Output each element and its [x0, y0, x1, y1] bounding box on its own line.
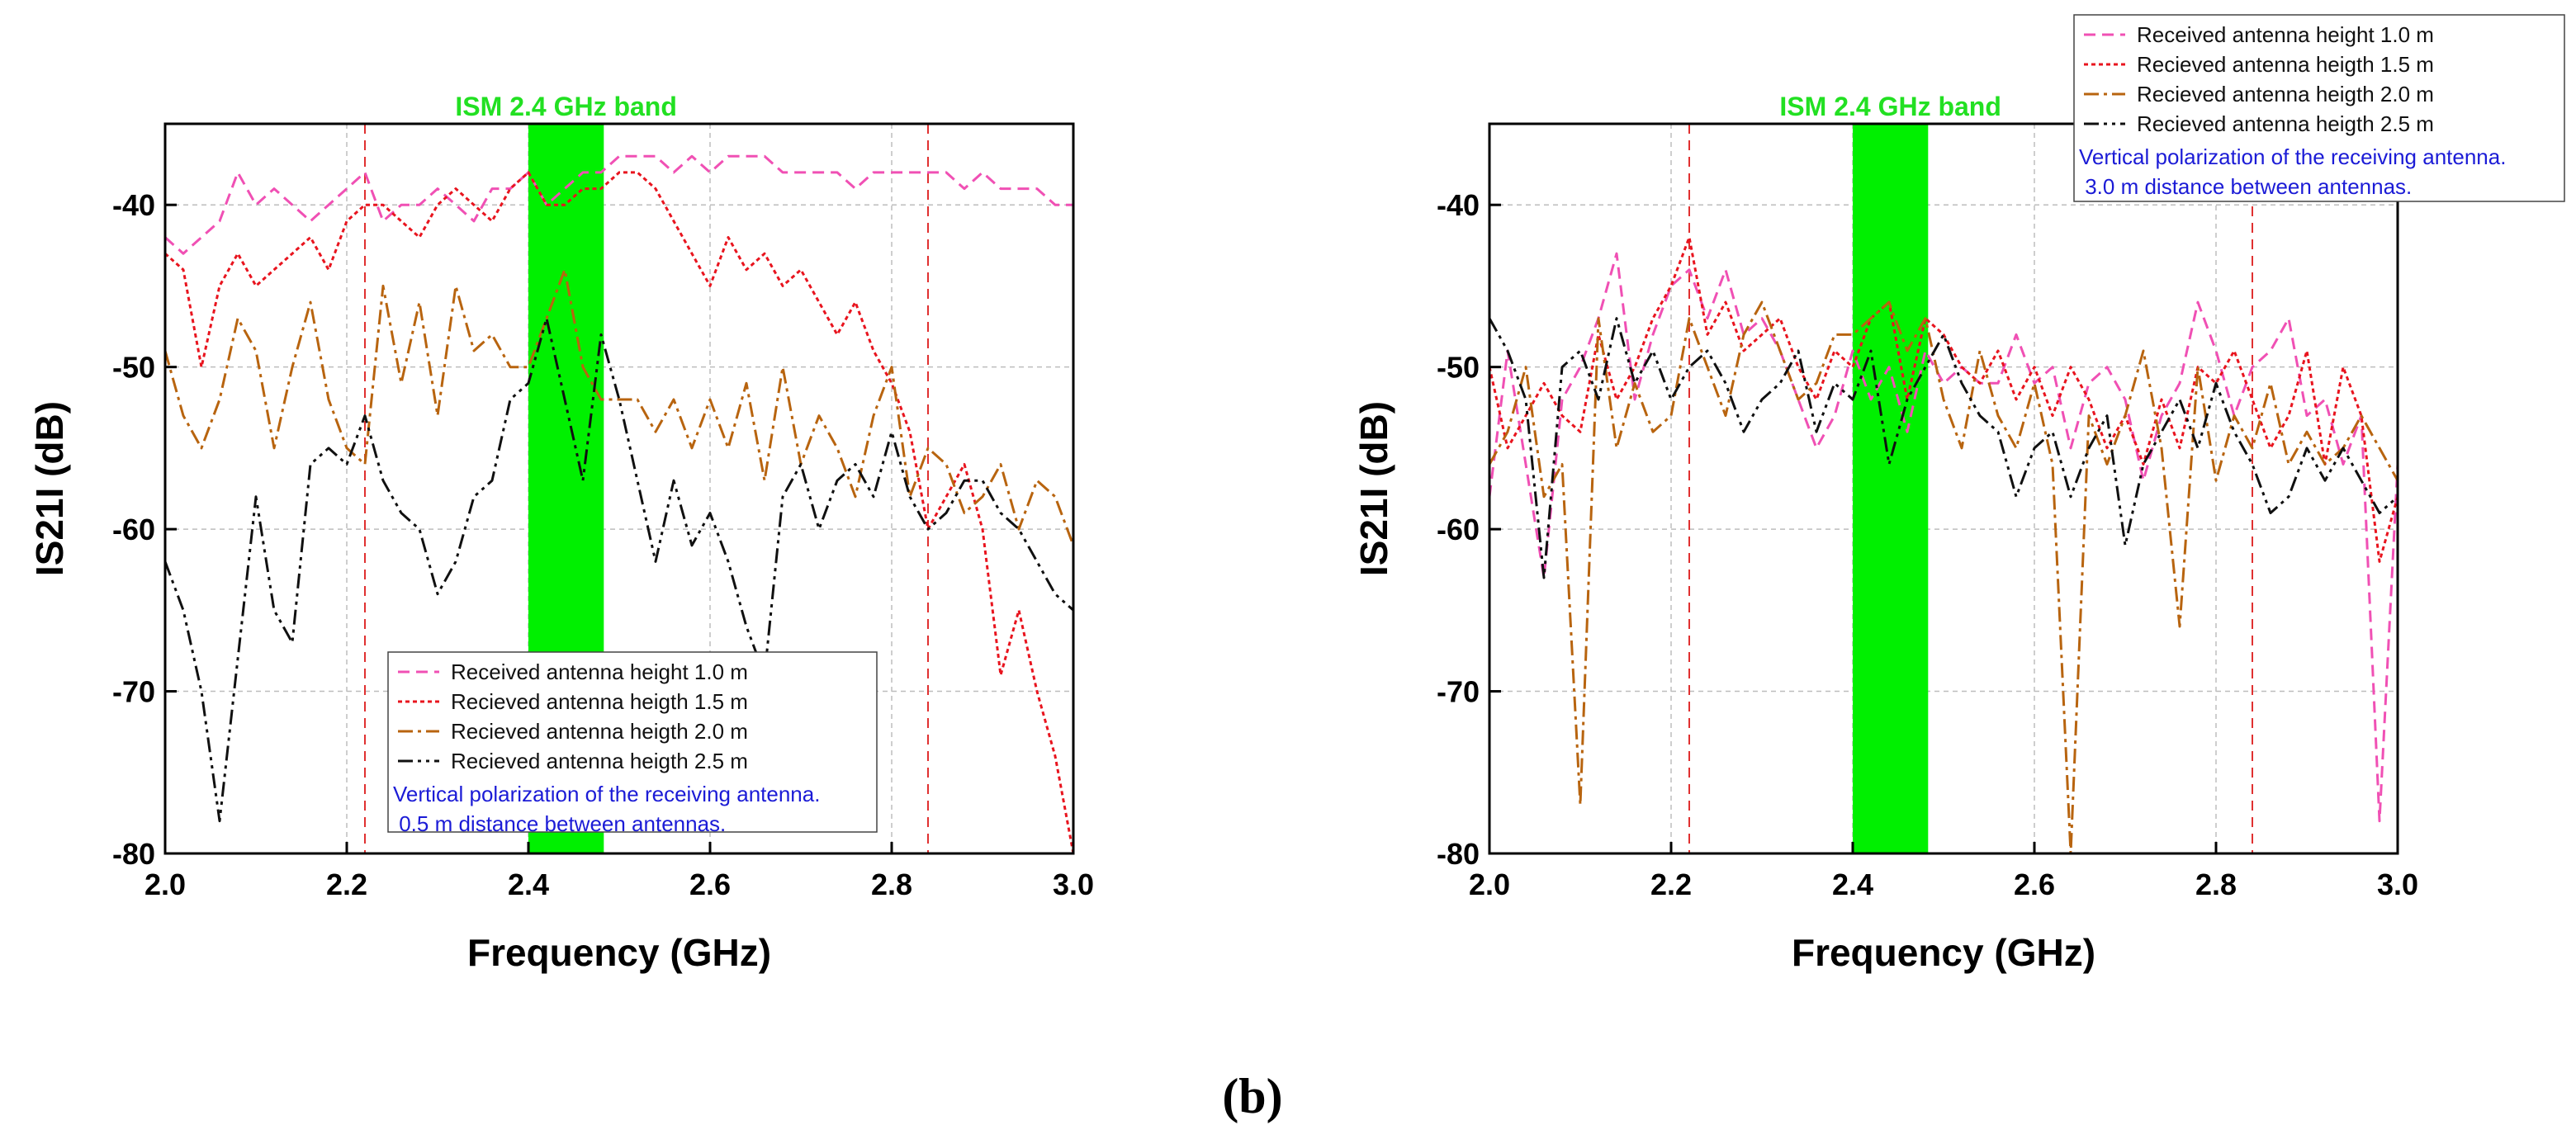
legend-entry-left-0: Received antenna height 1.0 m — [451, 659, 748, 684]
legend-note-right-1: 3.0 m distance between antennas. — [2079, 174, 2412, 199]
y-tick-label-left-4: -80 — [112, 837, 155, 871]
band-label-left: ISM 2.4 GHz band — [455, 92, 676, 121]
x-axis-label-right: Frequency (GHz) — [1792, 931, 2095, 974]
y-axis-label-left: IS21I (dB) — [28, 401, 71, 576]
y-tick-label-left-1: -50 — [112, 351, 155, 385]
y-axis-label-right: IS21I (dB) — [1352, 401, 1395, 576]
legend-note-left-1: 0.5 m distance between antennas. — [393, 811, 726, 836]
legend-left: Received antenna height 1.0 m Recieved a… — [387, 651, 878, 836]
legend-entry-left-3: Recieved antenna heigth 2.5 m — [451, 749, 748, 773]
series-line-right-0 — [1488, 252, 2399, 823]
series-line-right-2 — [1488, 300, 2399, 855]
x-tick-label-right-0: 2.0 — [1469, 867, 1510, 901]
x-tick-label-right-5: 3.0 — [2377, 867, 2418, 901]
ticks-left: 2.0 2.2 2.4 2.6 2.8 3.0 -40 -50 -60 -70 -80 — [112, 188, 1094, 901]
chart-right: 2.0 2.2 2.4 2.6 2.8 3.0 -40 -50 -60 -70 -80 ISM 2.… — [1352, 14, 2565, 974]
series-line-left-1 — [164, 171, 1075, 854]
plot-frame-left — [163, 122, 1075, 855]
series-line-left-3 — [163, 317, 1074, 823]
series-line-left-0 — [163, 154, 1073, 255]
band-label-right: ISM 2.4 GHz band — [1779, 92, 2001, 121]
y-tick-label-left-2: -60 — [112, 513, 155, 546]
ism-band-right — [1853, 124, 1929, 853]
legend-entry-left-1: Recieved antenna heigth 1.5 m — [451, 689, 748, 714]
ticks-right: 2.0 2.2 2.4 2.6 2.8 3.0 -40 -50 -60 -70 -80 — [1437, 188, 2418, 901]
markers-left — [364, 124, 929, 853]
figure-caption: (b) — [1222, 1069, 1282, 1123]
legend-entry-right-0: Received antenna height 1.0 m — [2137, 22, 2434, 47]
series-line-right-3 — [1488, 317, 2399, 579]
legend-right: Received antenna height 1.0 m Recieved a… — [2073, 14, 2565, 202]
x-tick-label-left-4: 2.8 — [871, 867, 912, 901]
x-tick-label-left-1: 2.2 — [326, 867, 367, 901]
grid-right — [1489, 124, 2398, 854]
x-tick-label-left-0: 2.0 — [144, 867, 186, 901]
legend-entry-right-1: Recieved antenna heigth 1.5 m — [2137, 52, 2434, 77]
legend-entry-right-3: Recieved antenna heigth 2.5 m — [2137, 111, 2434, 136]
y-tick-label-right-4: -80 — [1437, 837, 1480, 871]
x-axis-label-left: Frequency (GHz) — [467, 931, 771, 974]
series-line-left-2 — [163, 268, 1075, 546]
y-tick-label-right-3: -70 — [1437, 675, 1480, 709]
x-tick-label-left-3: 2.6 — [689, 867, 731, 901]
y-tick-label-right-2: -60 — [1437, 513, 1480, 546]
y-tick-label-right-0: -40 — [1437, 188, 1480, 222]
legend-entry-left-2: Recieved antenna heigth 2.0 m — [451, 719, 748, 744]
legend-note-left-0: Vertical polarization of the receiving a… — [393, 782, 820, 806]
legend-box-left — [387, 651, 878, 833]
x-tick-label-right-3: 2.6 — [2014, 867, 2055, 901]
x-tick-label-right-4: 2.8 — [2195, 867, 2237, 901]
series-right — [1488, 236, 2399, 855]
x-tick-label-left-2: 2.4 — [508, 867, 549, 901]
y-tick-label-left-0: -40 — [112, 188, 155, 222]
y-tick-label-right-1: -50 — [1437, 351, 1480, 385]
markers-right — [1688, 124, 2253, 853]
x-tick-label-right-1: 2.2 — [1650, 867, 1692, 901]
plot-frame-right — [1488, 122, 2399, 855]
x-tick-label-left-5: 3.0 — [1053, 867, 1094, 901]
x-tick-label-right-2: 2.4 — [1832, 867, 1873, 901]
series-line-right-1 — [1488, 236, 2399, 563]
series-left — [163, 154, 1075, 854]
legend-entry-right-2: Recieved antenna heigth 2.0 m — [2137, 82, 2434, 106]
legend-note-right-0: Vertical polarization of the receiving a… — [2079, 144, 2506, 169]
legend-box-right — [2073, 14, 2565, 202]
y-tick-label-left-3: -70 — [112, 675, 155, 709]
chart-left: 2.0 2.2 2.4 2.6 2.8 3.0 -40 -50 -60 -70 -80 ISM 2.… — [28, 92, 1094, 974]
